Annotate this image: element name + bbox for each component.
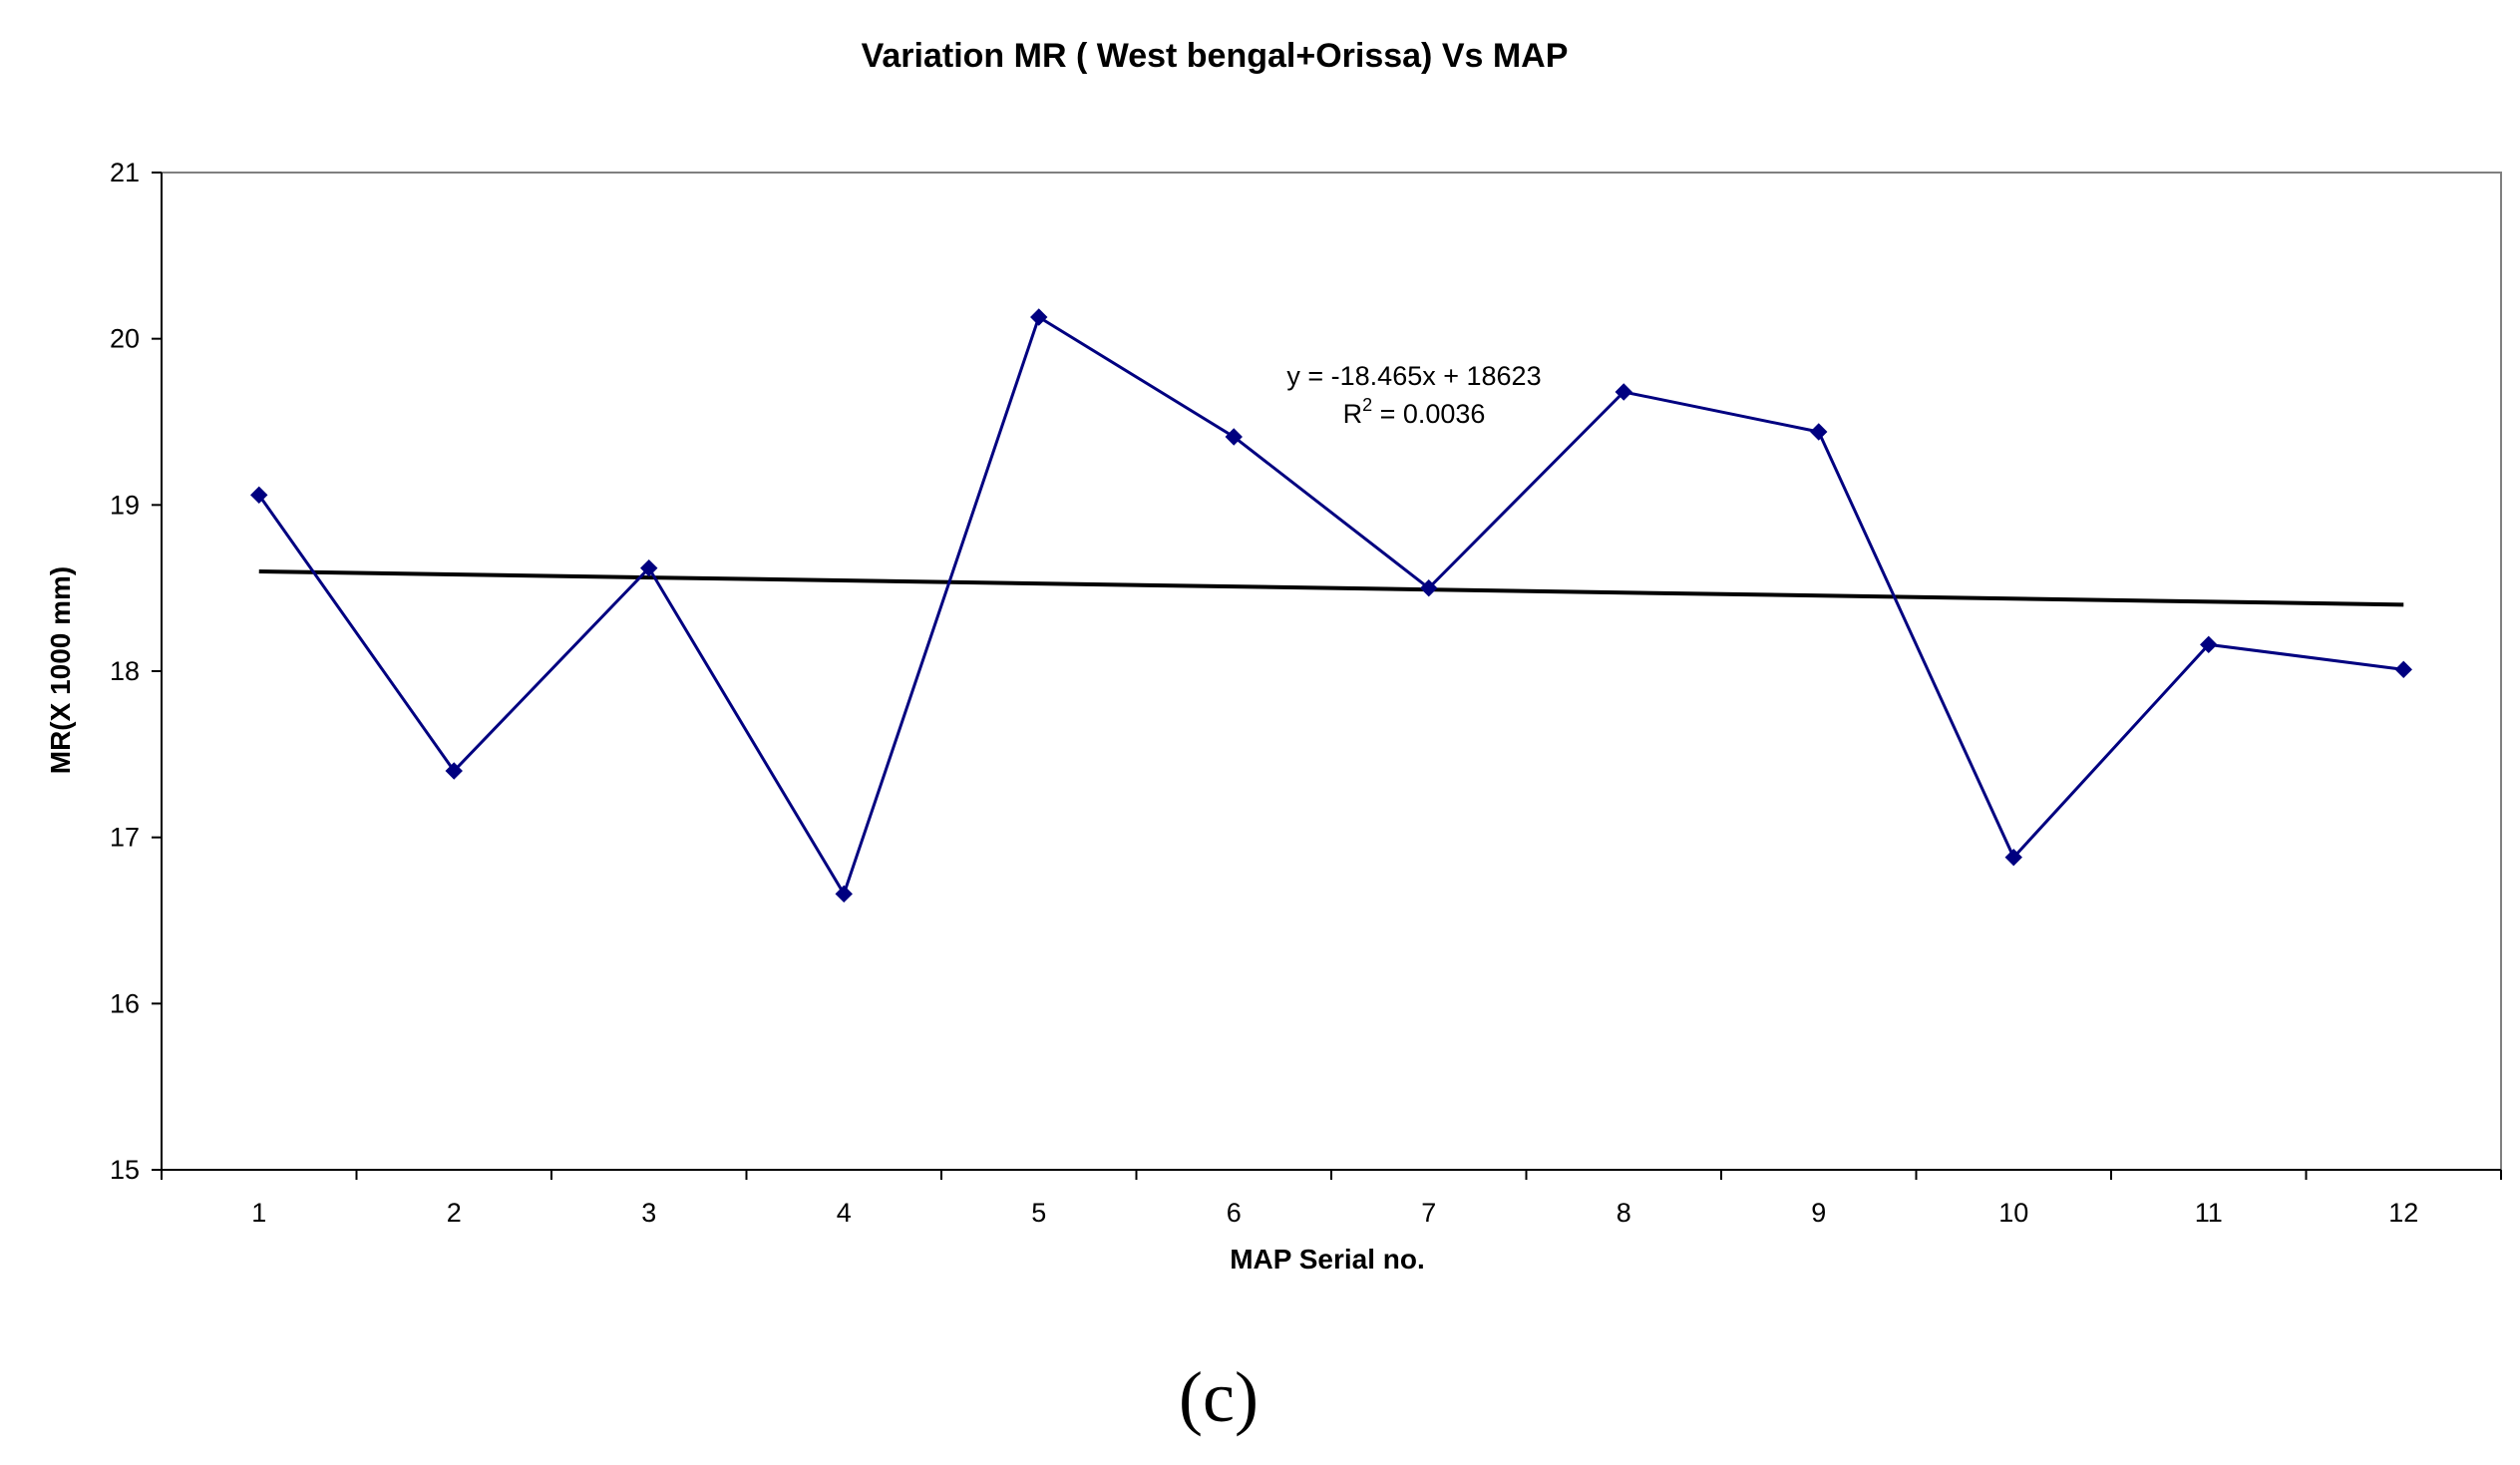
chart-title: Variation MR ( West bengal+Orissa) Vs MA… [862,37,1569,75]
axes [152,172,2502,1180]
r-squared-superscript: 2 [1362,395,1372,415]
y-tick-label: 20 [110,324,140,354]
data-point [445,762,463,780]
r-squared-label: R [1343,399,1363,429]
y-axis-title: MR(X 1000 mm) [45,566,76,775]
data-point [2200,635,2218,654]
y-tick-label: 17 [110,823,140,853]
data-point [2004,848,2022,867]
data-series [250,308,2412,904]
data-point [2394,660,2412,679]
x-tick-label: 6 [1227,1198,1242,1228]
x-tick-label: 4 [837,1198,852,1228]
trendline-r-squared: R2 = 0.0036 [1343,395,1486,429]
plot-area [161,172,2502,1171]
x-tick-label: 10 [1998,1198,2028,1228]
x-tick-label: 9 [1811,1198,1826,1228]
y-tick-label: 21 [110,158,140,187]
x-tick-label: 8 [1617,1198,1631,1228]
trendline [258,569,2404,607]
y-tick-label: 19 [110,490,140,520]
x-tick-label: 7 [1421,1198,1436,1228]
trendline-line [258,569,2404,607]
data-point [1615,383,1632,401]
x-tick-label: 1 [251,1198,266,1228]
x-tick-label: 5 [1031,1198,1046,1228]
figure-caption: (c) [1179,1357,1259,1437]
data-point [1420,578,1438,597]
series-line [257,314,2404,898]
data-point [250,486,268,505]
x-axis-title: MAP Serial no. [1230,1244,1425,1275]
data-point [640,558,658,577]
y-tick-label: 15 [110,1155,140,1185]
x-tick-label: 11 [2195,1198,2223,1228]
trendline-equation: y = -18.465x + 18623 [1286,361,1541,391]
y-tick-label: 16 [110,988,140,1018]
data-point [1810,423,1828,441]
data-point [1030,308,1048,326]
r-squared-value: = 0.0036 [1372,399,1485,429]
y-tick-label: 18 [110,656,140,686]
x-tick-label: 3 [641,1198,656,1228]
data-point [1225,428,1243,446]
x-tick-label: 12 [2388,1198,2418,1228]
data-point [835,885,853,904]
x-tick-label: 2 [447,1198,462,1228]
